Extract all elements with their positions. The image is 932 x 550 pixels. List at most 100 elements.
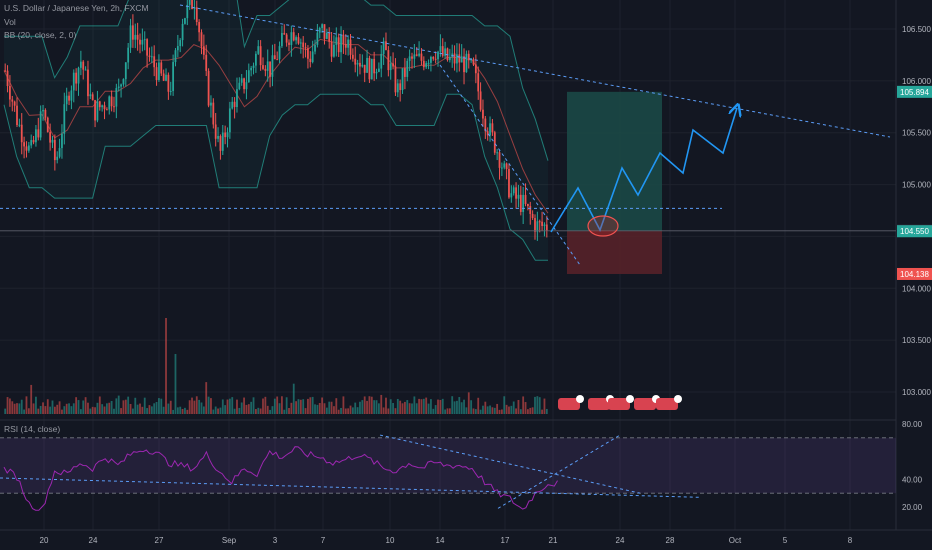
candle [42,104,44,121]
volume-bar [124,399,127,414]
volume-bar [231,397,234,414]
event-marker [656,395,682,410]
candle [519,185,522,216]
candle-body [191,0,193,9]
candle-body [496,152,499,154]
candle-body [219,136,222,151]
candle-body [42,109,44,112]
volume-bar [148,405,151,414]
candle-body [150,56,153,58]
volume-bar [453,401,456,414]
volume-bar [82,400,85,414]
candle-body [458,54,461,63]
candle [148,47,151,62]
candle-body [184,18,186,24]
volume-bar [342,396,345,414]
volume-bar [474,409,477,414]
candle-body [158,62,160,80]
volume-bar [370,396,373,414]
volume-bar [439,399,442,414]
volume-bar [366,400,368,414]
candle [245,70,248,100]
time-axis-label: 8 [848,536,853,545]
volume-bar [543,398,546,414]
volume-bar [515,408,517,414]
volume-bar [434,405,437,414]
volume-bar [460,402,463,414]
candle-body [70,90,73,101]
candle-body [297,37,300,44]
candle [463,48,465,85]
candle-body [344,44,347,48]
candle [425,61,428,70]
volume-bar [96,402,99,414]
candle [302,36,305,59]
candle [254,51,257,73]
volume-bar [233,408,236,414]
candle [479,82,482,112]
candle [342,30,345,54]
candle [65,87,68,112]
candle-body [503,163,506,168]
candle [283,24,286,35]
candle-body [247,70,250,83]
candle [325,28,328,40]
candle-body [354,58,357,65]
volume-bar [404,401,406,414]
candle-body [484,118,487,132]
volume-bar [72,403,75,414]
volume-bar [387,408,390,414]
candle-body [366,57,368,73]
candle-body [236,89,238,107]
rsi-axis-label: 80.00 [902,420,923,429]
rsi-trendline-lower [0,477,701,498]
candle [167,72,170,100]
candle-body [370,58,373,80]
volume-bar [6,397,9,414]
candle [150,46,153,64]
volume-bar [536,396,539,414]
candle [361,54,364,68]
candle [335,27,338,57]
candle [217,127,219,143]
candle [356,59,359,77]
candle-body [479,91,482,110]
volume-bar [285,397,288,414]
candle [340,26,342,63]
volume-bar [444,409,447,414]
candle-body [63,104,66,134]
candle [262,57,264,71]
candle [396,79,399,98]
volume-bar [330,401,333,414]
candle [46,116,49,133]
volume-bar [13,403,16,414]
candle-body [122,79,125,85]
long-position-target-zone [567,91,662,231]
candle-body [432,57,435,59]
price-tag-label: 105.894 [900,88,929,97]
volume-bar [198,399,201,414]
volume-bar [56,404,59,414]
candle [311,40,314,64]
candle [404,57,406,90]
candle [219,134,222,160]
volume-bar [368,396,371,414]
volume-bar [39,405,42,414]
candle [252,62,255,75]
candle [309,51,312,68]
candle-body [347,39,350,48]
volume-bar [493,407,496,414]
candle [373,51,376,81]
volume-bar [427,403,430,414]
candle-body [335,37,338,45]
candle-body [299,42,302,44]
candle-body [328,32,331,42]
volume-bar [68,403,70,414]
candle [94,99,96,128]
volume-bar [202,406,205,414]
candle-body [453,53,456,64]
candle [508,163,510,199]
candle [210,95,212,118]
